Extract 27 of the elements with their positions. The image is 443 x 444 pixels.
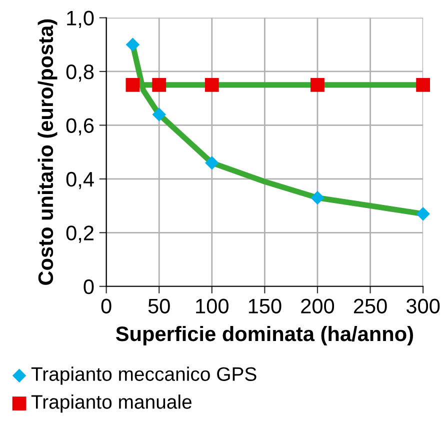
- y-tick-label: 0,6: [66, 118, 94, 136]
- point: [126, 38, 140, 52]
- point: [126, 78, 140, 92]
- y-tick-label: 1,0: [67, 10, 94, 28]
- legend-label: Trapianto meccanico GPS: [31, 366, 256, 385]
- y-tick-label: 0,4: [66, 172, 94, 190]
- y-tick-label: 0,2: [66, 226, 94, 243]
- x-tick-label: 100: [196, 298, 228, 314]
- y-tick-label: 0,8: [66, 64, 94, 82]
- legend-label: Trapianto manuale: [31, 394, 192, 413]
- x-tick-label: 50: [148, 298, 170, 314]
- point: [310, 78, 324, 92]
- x-tick-label: 0: [101, 298, 112, 314]
- point: [310, 190, 324, 205]
- x-axis-title: Superficie dominata (ha/anno): [116, 326, 413, 346]
- point: [152, 108, 166, 122]
- x-tick-label: 250: [354, 298, 387, 314]
- point: [205, 156, 219, 170]
- y-axis-title: Costo unitario (euro/posta): [38, 19, 58, 285]
- x-tick-label: 150: [248, 298, 282, 314]
- point: [416, 78, 430, 92]
- point: [416, 206, 430, 221]
- y-tick-label: 0: [84, 279, 94, 294]
- point: [152, 78, 166, 92]
- x-tick-label: 200: [301, 298, 334, 314]
- x-tick-label: 300: [406, 298, 440, 314]
- point: [204, 78, 219, 92]
